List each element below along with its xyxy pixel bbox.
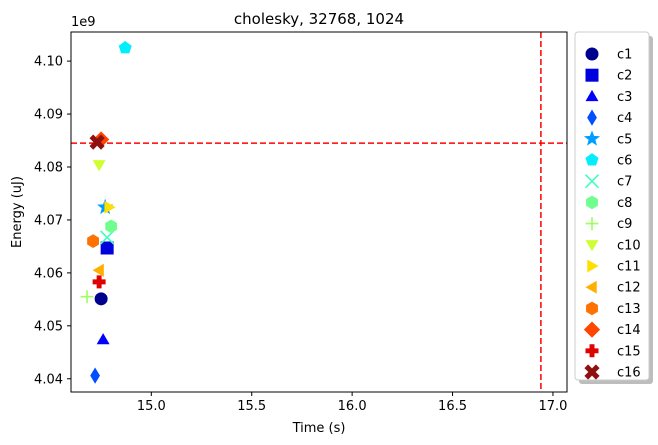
legend-label-c15: c15 [617, 344, 641, 359]
legend-item-c15: c15 [585, 344, 641, 359]
legend-label-c3: c3 [617, 90, 632, 105]
marker-c13 [87, 234, 99, 248]
marker-c6 [118, 41, 132, 54]
legend: c1 c2 c3 c4 c5 c6 c7 c8 c9 c10 c11 c12 c13 c14 c15 c16 [574, 31, 653, 384]
reference-lines [71, 32, 567, 392]
y-tick-label: 4.10 [34, 55, 63, 70]
marker-c11 [104, 200, 116, 214]
legend-label-c9: c9 [617, 217, 632, 232]
y-tick-label: 4.08 [34, 161, 63, 176]
y-offset-label: 1e9 [71, 15, 96, 30]
marker-c12 [92, 263, 104, 277]
legend-item-c11: c11 [587, 259, 641, 275]
legend-label-c4: c4 [617, 111, 632, 126]
legend-marker-c8 [586, 195, 598, 210]
legend-marker-c3 [585, 89, 599, 102]
legend-marker-c9 [585, 217, 599, 231]
legend-item-c14: c14 [583, 321, 641, 338]
x-axis-label: Time (s) [292, 421, 346, 436]
legend-item-c6: c6 [585, 153, 632, 169]
y-tick-label: 4.05 [34, 319, 63, 334]
x-tick-label: 16.5 [438, 399, 467, 414]
legend-item-c12: c12 [585, 280, 641, 296]
marker-c9 [80, 290, 94, 304]
legend-marker-c7 [584, 174, 600, 189]
legend-item-c2: c2 [585, 68, 632, 84]
legend-marker-c11 [587, 259, 599, 273]
chart-title: cholesky, 32768, 1024 [234, 10, 404, 28]
y-axis: 4.04 4.05 4.06 4.07 4.08 4.09 4.10 [34, 55, 71, 387]
legend-marker-c5 [583, 130, 601, 146]
legend-marker-c13 [586, 301, 598, 316]
legend-item-c3: c3 [585, 89, 632, 105]
marker-c3 [96, 333, 110, 345]
marker-c8 [105, 219, 118, 234]
legend-label-c5: c5 [617, 132, 632, 147]
legend-label-c16: c16 [617, 366, 641, 381]
legend-label-c14: c14 [617, 323, 641, 338]
legend-item-c16: c16 [584, 364, 641, 381]
legend-item-c5: c5 [583, 130, 632, 147]
legend-label-c7: c7 [617, 175, 632, 190]
x-tick-label: 15.0 [137, 399, 166, 414]
legend-marker-c10 [585, 240, 599, 252]
x-tick-label: 16.0 [338, 399, 367, 414]
legend-item-c13: c13 [586, 301, 641, 317]
legend-item-c7: c7 [584, 174, 632, 190]
legend-marker-c16 [584, 364, 600, 380]
marker-c1 [94, 292, 108, 306]
y-tick-label: 4.04 [34, 372, 63, 387]
legend-marker-c15 [585, 344, 599, 358]
y-axis-label: Energy (uJ) [10, 176, 25, 248]
y-tick-label: 4.06 [34, 266, 63, 281]
legend-label-c11: c11 [617, 260, 641, 275]
marker-c4 [90, 367, 100, 384]
legend-marker-c2 [585, 68, 599, 82]
marker-c16 [89, 134, 105, 150]
legend-label-c6: c6 [617, 154, 632, 169]
legend-marker-c14 [583, 321, 601, 338]
legend-label-c13: c13 [617, 302, 641, 317]
marker-c10 [92, 160, 106, 172]
x-tick-label: 17.0 [538, 399, 567, 414]
legend-item-c8: c8 [586, 195, 632, 211]
legend-item-c9: c9 [585, 217, 632, 232]
legend-label-c1: c1 [617, 48, 632, 63]
legend-label-c8: c8 [617, 196, 632, 211]
y-tick-label: 4.07 [34, 213, 63, 228]
legend-marker-c4 [587, 109, 597, 126]
marker-c15 [92, 275, 106, 289]
legend-item-c4: c4 [587, 109, 632, 126]
marker-c2 [100, 241, 114, 255]
legend-marker-c1 [585, 47, 599, 61]
legend-label-c2: c2 [617, 69, 632, 84]
legend-marker-c12 [585, 280, 597, 294]
x-axis: 15.0 15.5 16.0 16.5 17.0 [137, 392, 567, 414]
marker-c7 [100, 230, 115, 245]
legend-item-c1: c1 [585, 47, 632, 63]
legend-label-c12: c12 [617, 281, 641, 296]
legend-label-c10: c10 [617, 238, 641, 253]
y-tick-label: 4.09 [34, 108, 63, 123]
legend-item-c10: c10 [585, 238, 641, 253]
data-markers [80, 41, 132, 384]
legend-marker-c6 [585, 153, 599, 166]
plot-frame [70, 31, 568, 393]
x-tick-label: 15.5 [237, 399, 266, 414]
